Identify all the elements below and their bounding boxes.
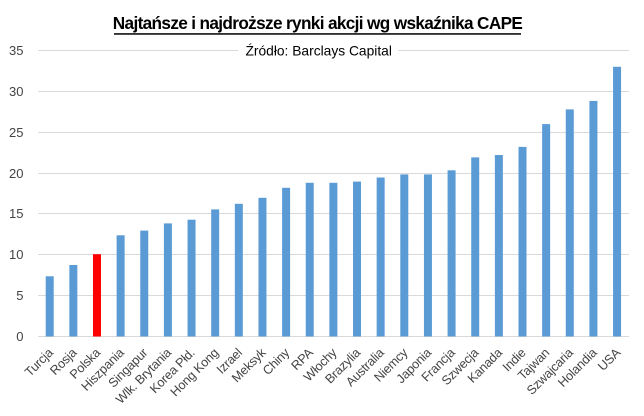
svg-text:0: 0: [16, 329, 23, 344]
svg-text:20: 20: [9, 166, 23, 181]
svg-text:30: 30: [9, 84, 23, 99]
svg-text:5: 5: [16, 288, 23, 303]
svg-text:35: 35: [9, 43, 23, 58]
svg-text:Źródło: Barclays Capital: Źródło: Barclays Capital: [245, 43, 391, 59]
svg-text:25: 25: [9, 125, 23, 140]
svg-text:15: 15: [9, 206, 23, 221]
svg-text:Najtańsze i najdroższe rynki a: Najtańsze i najdroższe rynki akcji wg ws…: [113, 13, 523, 33]
svg-text:10: 10: [9, 247, 23, 262]
